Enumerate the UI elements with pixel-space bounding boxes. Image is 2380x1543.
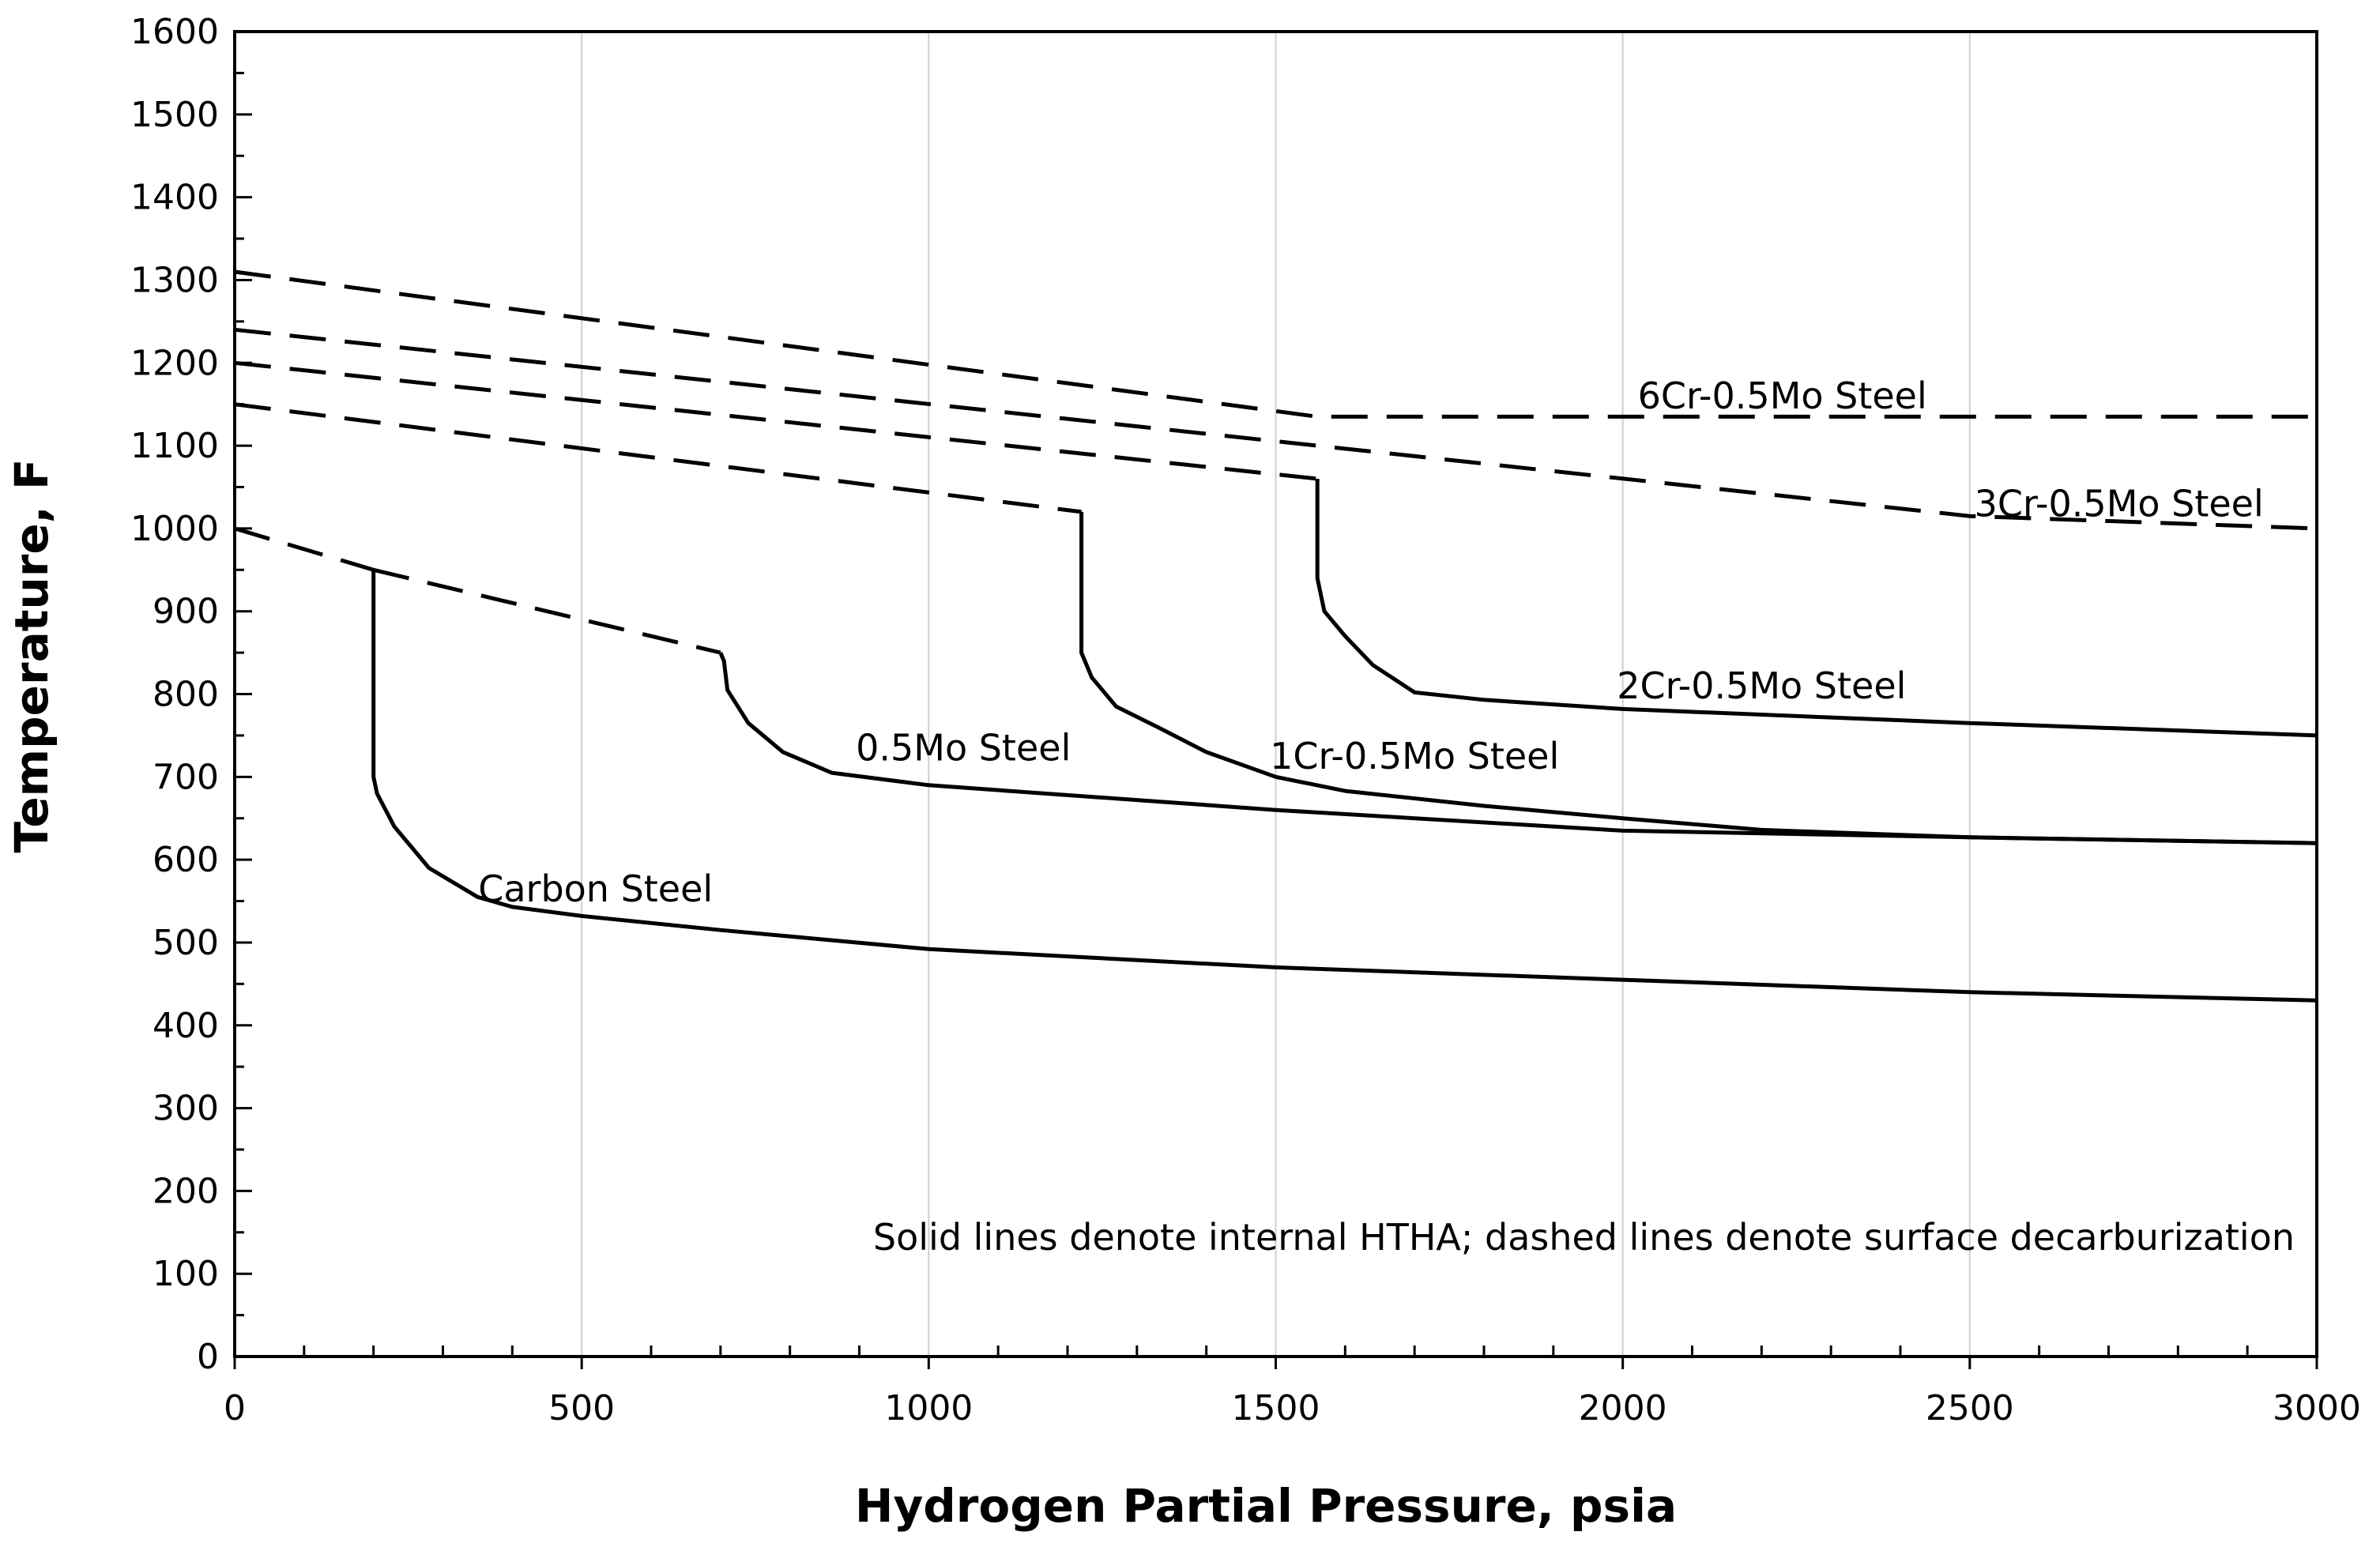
chart-note: Solid lines denote internal HTHA; dashed… [873, 1216, 2295, 1259]
y-tick-label: 200 [153, 1171, 219, 1211]
grid-lines [581, 32, 1971, 1357]
series-1cr-0-5mo-steel-solid [1079, 511, 2318, 845]
y-tick-label: 800 [153, 675, 219, 715]
y-tick-label: 1600 [130, 12, 219, 52]
series-labels: Carbon Steel 0.5Mo Steel 1Cr-0.5Mo Steel 2C… [478, 374, 2264, 910]
x-tick-label: 1500 [1232, 1388, 1320, 1428]
label-1cr-0-5mo-steel: 1Cr-0.5Mo Steel [1270, 735, 1559, 777]
y-tick-label: 1000 [130, 509, 219, 549]
x-tick-label: 3000 [2273, 1388, 2361, 1428]
y-tick-label: 1100 [130, 426, 219, 466]
series-1cr-0-5mo-steel-dashed [234, 402, 1082, 514]
series-0-5mo-steel-solid [718, 652, 2318, 845]
y-tick-labels: 0 100 200 300 400 500 600 700 800 900 1000 1100 1200… [130, 12, 219, 1377]
y-tick-label: 400 [153, 1006, 219, 1046]
label-carbon-steel: Carbon Steel [478, 867, 713, 910]
series-lines [234, 269, 2318, 1003]
y-tick-label: 600 [153, 840, 219, 880]
series-6cr-0-5mo-steel-dashed [234, 269, 2317, 419]
series-2cr-0-5mo-steel-solid [1315, 479, 2318, 738]
y-axis-title: Temperature, F [5, 458, 58, 852]
x-tick-label: 500 [548, 1388, 615, 1428]
label-3cr-0-5mo-steel: 3Cr-0.5Mo Steel [1975, 482, 2264, 525]
x-tick-label: 1000 [884, 1388, 973, 1428]
x-tick-labels: 0 500 1000 1500 2000 2500 3000 [224, 1388, 2361, 1428]
series-carbon-steel-solid [371, 570, 2318, 1003]
series-2cr-0-5mo-steel-dashed [234, 360, 1318, 481]
y-tick-label: 1400 [130, 178, 219, 218]
series-3cr-0-5mo-steel-dashed [234, 327, 2318, 531]
x-axis-title: Hydrogen Partial Pressure, psia [855, 1479, 1677, 1533]
x-tick-label: 2000 [1579, 1388, 1667, 1428]
y-tick-label: 300 [153, 1089, 219, 1129]
series-carbon-steel-dashed [234, 526, 375, 572]
label-0-5mo-steel: 0.5Mo Steel [856, 727, 1071, 770]
x-tick-label: 2500 [1926, 1388, 2014, 1428]
axis-ticks [233, 30, 2318, 1369]
y-tick-label: 0 [197, 1337, 219, 1377]
y-tick-label: 700 [153, 757, 219, 797]
x-tick-label: 0 [224, 1388, 246, 1428]
y-tick-label: 1300 [130, 260, 219, 300]
label-6cr-0-5mo-steel: 6Cr-0.5Mo Steel [1638, 374, 1927, 417]
y-tick-label: 900 [153, 592, 219, 632]
y-tick-label: 500 [153, 923, 219, 963]
y-tick-label: 1500 [130, 95, 219, 135]
y-tick-label: 1200 [130, 343, 219, 383]
y-tick-label: 100 [153, 1254, 219, 1294]
label-2cr-0-5mo-steel: 2Cr-0.5Mo Steel [1617, 664, 1906, 707]
series-0-5mo-steel-dashed [373, 567, 721, 655]
